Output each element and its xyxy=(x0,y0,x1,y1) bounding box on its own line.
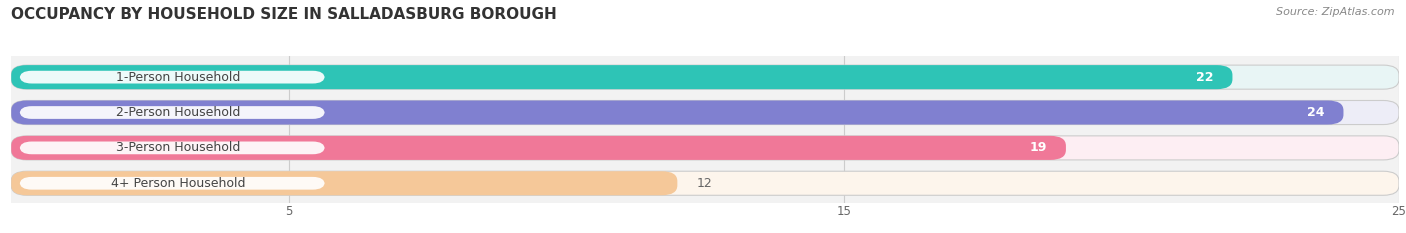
FancyBboxPatch shape xyxy=(20,106,325,119)
FancyBboxPatch shape xyxy=(11,136,1399,160)
FancyBboxPatch shape xyxy=(11,136,1066,160)
Text: 12: 12 xyxy=(697,177,713,190)
Text: 19: 19 xyxy=(1029,141,1046,154)
FancyBboxPatch shape xyxy=(11,65,1399,89)
Text: Source: ZipAtlas.com: Source: ZipAtlas.com xyxy=(1277,7,1395,17)
FancyBboxPatch shape xyxy=(11,100,1399,125)
Text: 24: 24 xyxy=(1306,106,1324,119)
FancyBboxPatch shape xyxy=(20,141,325,154)
FancyBboxPatch shape xyxy=(11,65,1233,89)
FancyBboxPatch shape xyxy=(20,177,325,190)
FancyBboxPatch shape xyxy=(11,171,678,195)
Text: 2-Person Household: 2-Person Household xyxy=(115,106,240,119)
Text: 3-Person Household: 3-Person Household xyxy=(115,141,240,154)
FancyBboxPatch shape xyxy=(20,71,325,83)
Text: 22: 22 xyxy=(1195,71,1213,84)
Text: OCCUPANCY BY HOUSEHOLD SIZE IN SALLADASBURG BOROUGH: OCCUPANCY BY HOUSEHOLD SIZE IN SALLADASB… xyxy=(11,7,557,22)
Text: 4+ Person Household: 4+ Person Household xyxy=(111,177,245,190)
FancyBboxPatch shape xyxy=(11,171,1399,195)
FancyBboxPatch shape xyxy=(11,100,1344,125)
Text: 1-Person Household: 1-Person Household xyxy=(115,71,240,84)
